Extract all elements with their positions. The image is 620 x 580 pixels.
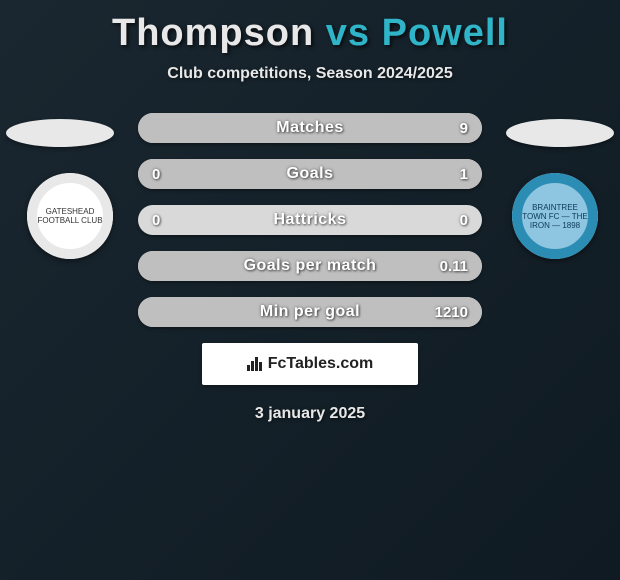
- player1-club-badge: GATESHEAD FOOTBALL CLUB: [27, 173, 113, 259]
- stat-value-player1: 0: [152, 212, 160, 229]
- stat-label: Min per goal: [260, 303, 360, 321]
- vs-text: vs: [326, 12, 370, 54]
- stat-label: Goals: [287, 165, 334, 183]
- player2-marker-oval: [506, 119, 614, 147]
- stat-value-player2: 0: [460, 212, 468, 229]
- comparison-title: Thompson vs Powell: [0, 0, 620, 55]
- player1-club-label: GATESHEAD FOOTBALL CLUB: [27, 173, 113, 259]
- stats-panel: GATESHEAD FOOTBALL CLUB BRAINTREE TOWN F…: [0, 113, 620, 423]
- bar-chart-icon: [247, 357, 262, 371]
- stat-row: Goals per match 0.11: [138, 251, 482, 281]
- stat-label: Goals per match: [244, 257, 377, 275]
- stat-value-player1: 0: [152, 166, 160, 183]
- stat-value-player2: 1: [460, 166, 468, 183]
- branding-text: FcTables.com: [268, 355, 374, 373]
- branding-box: FcTables.com: [202, 343, 418, 385]
- player2-name: Powell: [382, 12, 508, 54]
- stat-value-player2: 1210: [435, 304, 468, 321]
- stat-label: Matches: [276, 119, 344, 137]
- stat-value-player2: 9: [460, 120, 468, 137]
- date-text: 3 january 2025: [0, 405, 620, 423]
- stat-row: Matches 9: [138, 113, 482, 143]
- stat-value-player2: 0.11: [440, 258, 468, 275]
- stat-row: Min per goal 1210: [138, 297, 482, 327]
- stat-label: Hattricks: [274, 211, 347, 229]
- subtitle: Club competitions, Season 2024/2025: [0, 65, 620, 83]
- stat-row: 0 Hattricks 0: [138, 205, 482, 235]
- player1-marker-oval: [6, 119, 114, 147]
- player2-club-badge: BRAINTREE TOWN FC — THE IRON — 1898: [512, 173, 598, 259]
- stat-row: 0 Goals 1: [138, 159, 482, 189]
- player1-name: Thompson: [112, 12, 314, 54]
- player2-club-label: BRAINTREE TOWN FC — THE IRON — 1898: [512, 173, 598, 259]
